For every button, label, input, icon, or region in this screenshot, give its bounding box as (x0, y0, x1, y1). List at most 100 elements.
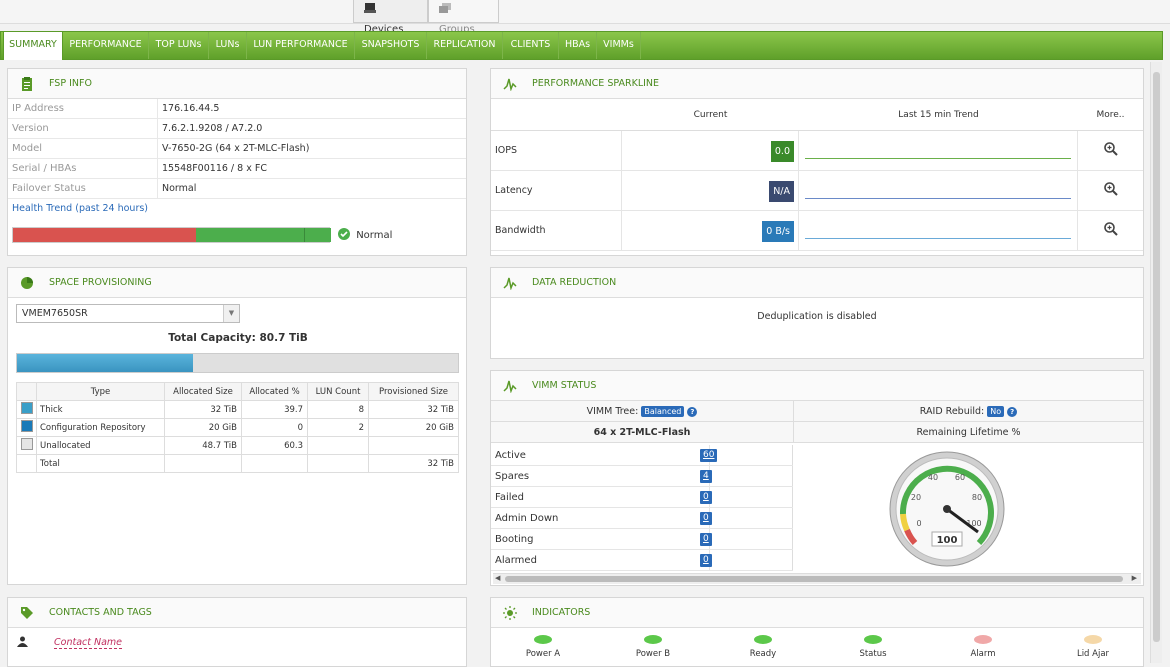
horizontal-scrollbar[interactable]: ◀ ▶ (493, 573, 1141, 584)
performance-sparkline-panel: PERFORMANCE SPARKLINE Current Last 15 mi… (490, 68, 1144, 256)
user-icon (17, 636, 28, 647)
tab-snapshots[interactable]: SNAPSHOTS (355, 32, 427, 59)
check-circle-icon (338, 228, 350, 240)
space-table: Type Allocated Size Allocated % LUN Coun… (16, 382, 459, 473)
trend-sparkline (805, 197, 1071, 199)
sparkline-row: Bandwidth 0 B/s (491, 210, 1143, 251)
tab-vimms[interactable]: VIMMs (597, 32, 641, 59)
health-status: Normal (338, 228, 392, 243)
fsp-info-panel: FSP INFO IP Address 176.16.44.5 Version 7.… (7, 68, 467, 256)
vimm-count-link[interactable]: 60 (700, 449, 718, 462)
panel-header: FSP INFO (8, 69, 466, 99)
vimm-state-row: Booting 0 (491, 529, 793, 550)
row-serial: Serial / HBAs 15548F00116 / 8 x FC (8, 159, 466, 179)
help-icon[interactable]: ? (687, 407, 698, 417)
total-capacity: Total Capacity: 80.7 TiB (168, 332, 308, 344)
top-bar: Devices Groups (0, 0, 1170, 35)
table-row: Configuration Repository 20 GiB 0 2 20 G… (16, 418, 459, 437)
current-value-badge: N/A (769, 180, 794, 202)
tab-luns[interactable]: LUNs (209, 32, 247, 59)
indicator-item: Alarm (949, 635, 1017, 659)
table-row: Total 32 TiB (16, 454, 459, 473)
gauge-value: 100 (937, 535, 958, 546)
indicator-led (534, 635, 552, 644)
vimm-count-link[interactable]: 0 (700, 512, 712, 525)
sparkline-row: Latency N/A (491, 170, 1143, 211)
raid-status-badge: No (987, 406, 1005, 417)
indicator-led (644, 635, 662, 644)
tab-top-luns[interactable]: TOP LUNs (149, 32, 209, 59)
legend-swatch (20, 438, 33, 450)
gauge-tick: 60 (955, 473, 965, 482)
row-ip: IP Address 176.16.44.5 (8, 99, 466, 119)
sun-icon (503, 606, 517, 620)
panel-header: DATA REDUCTION (491, 268, 1143, 298)
legend-swatch (20, 402, 33, 414)
tab-replication[interactable]: REPLICATION (427, 32, 503, 59)
indicator-item: Ready (729, 635, 797, 659)
data-reduction-panel: DATA REDUCTION Deduplication is disabled (490, 267, 1144, 359)
vimm-count-link[interactable]: 4 (700, 470, 712, 483)
trend-sparkline (805, 157, 1071, 159)
trend-sparkline (805, 237, 1071, 239)
groups-icon (439, 3, 451, 13)
chevron-down-icon: ▼ (223, 305, 239, 322)
gauge-tick: 100 (966, 519, 981, 528)
indicator-led (754, 635, 772, 644)
vimm-state-row: Active 60 (491, 445, 793, 466)
capacity-bar (16, 353, 459, 373)
space-provisioning-panel: SPACE PROVISIONING VMEM7650SR ▼ Total Ca… (7, 267, 467, 585)
health-bar (12, 227, 331, 243)
help-icon[interactable]: ? (1007, 407, 1018, 417)
current-value-badge: 0 B/s (762, 220, 794, 242)
array-select[interactable]: VMEM7650SR ▼ (16, 304, 240, 323)
gauge-tick: 0 (916, 519, 921, 528)
tab-summary[interactable]: SUMMARY (3, 31, 63, 60)
tab-devices[interactable]: Devices (353, 0, 428, 35)
row-failover: Failover Status Normal (8, 179, 466, 199)
sparkline-header: Current Last 15 min Trend More.. (491, 99, 1143, 131)
tag-icon (21, 607, 33, 619)
vimm-count-link[interactable]: 0 (700, 533, 712, 546)
pie-chart-icon (21, 277, 33, 289)
zoom-in-icon[interactable] (1103, 142, 1118, 156)
tab-groups[interactable]: Groups (428, 0, 499, 35)
zoom-in-icon[interactable] (1103, 182, 1118, 196)
tree-status-badge: Balanced (641, 406, 685, 417)
zoom-in-icon[interactable] (1103, 222, 1118, 236)
row-version: Version 7.6.2.1.9208 / A7.2.0 (8, 119, 466, 139)
row-model: Model V-7650-2G (64 x 2T-MLC-Flash) (8, 139, 466, 159)
main-nav: SUMMARY PERFORMANCE TOP LUNs LUNs LUN PE… (0, 31, 1163, 60)
health-trend-link[interactable]: Health Trend (past 24 hours) (12, 203, 149, 214)
vimm-summary-row: VIMM Tree: Balanced ? RAID Rebuild: No ? (491, 401, 1143, 422)
contact-name-link[interactable]: Contact Name (54, 637, 123, 649)
panel-header: SPACE PROVISIONING (8, 268, 466, 298)
gauge-tick: 80 (972, 493, 982, 502)
legend-swatch (20, 420, 33, 432)
indicator-led (864, 635, 882, 644)
devices-icon (364, 3, 376, 13)
sparkline-icon (503, 78, 517, 91)
indicator-led (1084, 635, 1102, 644)
vimm-state-row: Admin Down 0 (491, 508, 793, 529)
vimm-config-row: 64 x 2T-MLC-Flash Remaining Lifetime % (491, 422, 1143, 443)
indicator-item: Power B (619, 635, 687, 659)
tab-performance[interactable]: PERFORMANCE (63, 32, 149, 59)
vimm-count-link[interactable]: 0 (700, 491, 712, 504)
panel-header: CONTACTS AND TAGS (8, 598, 466, 628)
sparkline-icon (503, 277, 517, 290)
tab-lun-performance[interactable]: LUN PERFORMANCE (247, 32, 355, 59)
current-value-badge: 0.0 (770, 140, 794, 162)
page-scrollbar[interactable] (1150, 62, 1162, 663)
tab-clients[interactable]: CLIENTS (503, 32, 559, 59)
vimm-state-row: Failed 0 (491, 487, 793, 508)
lifetime-gauge: 0 20 40 60 80 100 100 (889, 451, 1005, 567)
tab-hbas[interactable]: HBAs (559, 32, 597, 59)
indicators-panel: INDICATORS Power A Power B Ready Status Alar… (490, 597, 1144, 667)
indicator-item: Lid Ajar (1059, 635, 1127, 659)
indicator-item: Power A (509, 635, 577, 659)
dedup-message: Deduplication is disabled (757, 311, 877, 322)
vimm-count-link[interactable]: 0 (700, 554, 712, 567)
sparkline-row: IOPS 0.0 (491, 130, 1143, 171)
panel-header: PERFORMANCE SPARKLINE (491, 69, 1143, 99)
